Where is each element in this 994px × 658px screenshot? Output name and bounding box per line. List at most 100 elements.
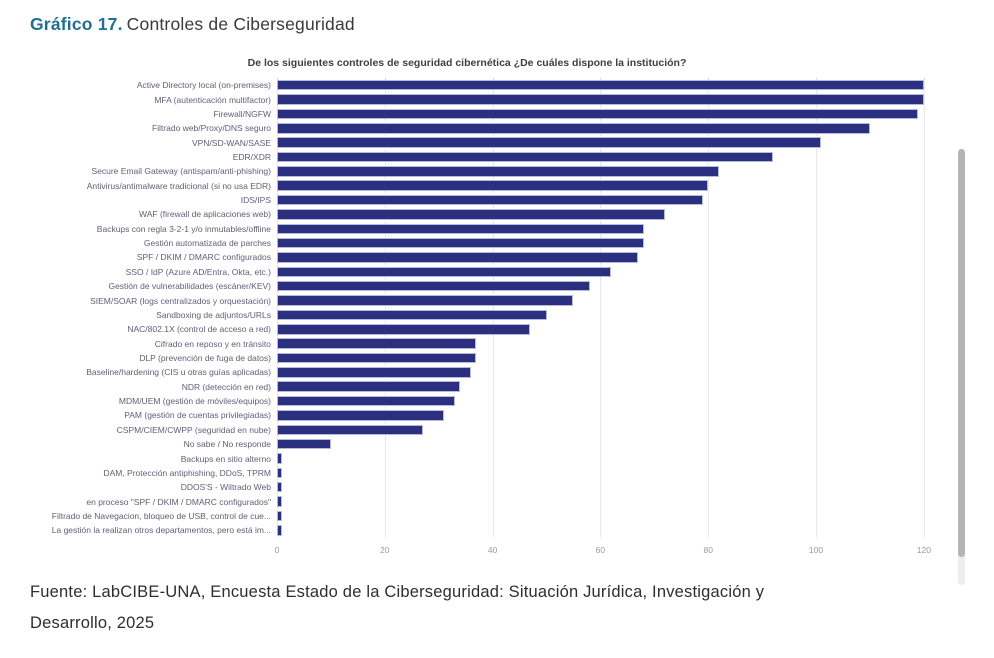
category-label: Filtrado de Navegacion, bloqueo de USB, … — [51, 510, 271, 521]
category-label: No sabe / No responde — [183, 439, 271, 450]
bar[interactable] — [277, 338, 477, 349]
bar-row: DLP (prevención de fuga de datos) — [139, 351, 940, 365]
bar-row: Gestión automatizada de parches — [144, 236, 940, 250]
bar[interactable] — [277, 410, 445, 421]
bar[interactable] — [277, 424, 423, 436]
category-label: IDS/IPS — [240, 195, 271, 206]
bar[interactable] — [277, 395, 455, 407]
page-title-text: Controles de Ciberseguridad — [126, 14, 355, 34]
bar[interactable] — [277, 266, 612, 278]
bar-row: CSPM/CIEM/CWPP (seguridad en nube) — [117, 423, 940, 437]
category-label: Antivirus/antimalware tradicional (si no… — [86, 180, 271, 191]
bar-track — [277, 94, 940, 105]
bar-track — [277, 481, 940, 493]
bar[interactable] — [277, 438, 331, 450]
bar[interactable] — [277, 352, 477, 364]
bar-row: Antivirus/antimalware tradicional (si no… — [87, 179, 940, 193]
bar-row: MFA (autenticación multifactor) — [154, 92, 940, 106]
bar[interactable] — [277, 108, 919, 120]
bar[interactable] — [277, 209, 666, 220]
bar[interactable] — [277, 166, 719, 177]
chart-scrollbar-thumb[interactable] — [958, 149, 965, 557]
bar-track — [277, 280, 940, 292]
bar-track — [277, 166, 940, 177]
bar-row: Cifrado en reposo y en tránsito — [155, 336, 940, 350]
bar-track — [277, 309, 940, 321]
bar[interactable] — [277, 137, 822, 148]
source-note: Fuente: LabCIBE-UNA, Encuesta Estado de … — [30, 577, 964, 639]
bar-row: Backups con regla 3-2-1 y/o inmutables/o… — [97, 222, 940, 236]
category-label: en proceso "SPF / DKIM / DMARC configura… — [86, 496, 271, 507]
x-axis: 0 20 40 60 80 100 120 — [275, 541, 940, 561]
bar[interactable] — [277, 453, 283, 464]
category-label: SIEM/SOAR (logs centralizados y orquesta… — [90, 295, 271, 306]
category-label: DLP (prevención de fuga de datos) — [139, 353, 271, 363]
bar[interactable] — [277, 123, 870, 134]
bar-track — [277, 295, 940, 306]
bar-track — [277, 496, 940, 507]
source-note-line-1: Fuente: LabCIBE-UNA, Encuesta Estado de … — [30, 582, 765, 601]
bar-row: Baseline/hardening (CIS u otras guías ap… — [86, 365, 940, 379]
bar-track — [277, 180, 940, 191]
bar[interactable] — [277, 510, 283, 522]
bar[interactable] — [277, 252, 639, 263]
bar-track — [277, 209, 940, 220]
bar-track — [277, 338, 940, 349]
category-label: Backups con regla 3-2-1 y/o inmutables/o… — [96, 223, 271, 234]
bar[interactable] — [277, 180, 709, 191]
bar-track — [277, 137, 940, 148]
bar-row: Secure Email Gateway (antispam/anti-phis… — [91, 164, 940, 178]
bar[interactable] — [277, 324, 531, 335]
page-title-number: Gráfico 17. — [30, 14, 123, 34]
bar[interactable] — [277, 309, 547, 321]
x-tick-label: 80 — [703, 544, 713, 555]
category-label: MFA (autenticación multifactor) — [154, 94, 271, 105]
bar-track — [277, 324, 940, 335]
bar-row: Sandboxing de adjuntos/URLs — [156, 308, 940, 322]
bar-row: NAC/802.1X (control de acceso a red) — [127, 322, 940, 336]
x-tick-label: 20 — [380, 544, 390, 555]
chart-subtitle: De los siguientes controles de seguridad… — [247, 57, 687, 69]
bar[interactable] — [277, 467, 283, 479]
bar[interactable] — [277, 223, 644, 235]
bar-row: en proceso "SPF / DKIM / DMARC configura… — [86, 494, 940, 508]
category-label: NDR (detección en red) — [181, 381, 271, 392]
bar-row: IDS/IPS — [241, 193, 940, 207]
category-label: Backups en sitio alterno — [180, 453, 271, 464]
bar-track — [277, 467, 940, 479]
bar-row: EDR/XDR — [233, 150, 940, 164]
plot-area: Active Directory local (on-premises) MFA … — [30, 78, 964, 561]
category-label: CSPM/CIEM/CWPP (seguridad en nube) — [116, 424, 271, 435]
category-label: Gestión de vulnerabilidades (escáner/KEV… — [108, 281, 271, 292]
bar[interactable] — [277, 280, 590, 292]
source-note-line-2: Desarrollo, 2025 — [30, 613, 155, 632]
bar-row: Active Directory local (on-premises) — [137, 78, 940, 92]
category-label: Active Directory local (on-premises) — [136, 80, 271, 91]
bar-row: MDM/UEM (gestión de móviles/equipos) — [119, 394, 940, 408]
bar[interactable] — [277, 481, 283, 493]
bar-row: Gestión de vulnerabilidades (escáner/KEV… — [108, 279, 940, 293]
bar[interactable] — [277, 79, 924, 91]
bar[interactable] — [277, 381, 461, 392]
category-label: Cifrado en reposo y en tránsito — [154, 338, 271, 349]
bar[interactable] — [277, 525, 283, 536]
bar-track — [277, 381, 940, 392]
bar-row: NDR (detección en red) — [182, 380, 940, 394]
bar[interactable] — [277, 367, 472, 378]
bar-track — [277, 223, 940, 235]
bar[interactable] — [277, 496, 283, 507]
bar[interactable] — [277, 194, 703, 206]
bar[interactable] — [277, 94, 924, 105]
category-label: NAC/802.1X (control de acceso a red) — [127, 324, 271, 335]
bar-row: DAM, Protección antiphishing, DDoS, TPRM — [103, 466, 940, 480]
category-label: PAM (gestión de cuentas privilegiadas) — [124, 410, 271, 421]
category-label: DAM, Protección antiphishing, DDoS, TPRM — [103, 467, 271, 478]
bar-row: Filtrado web/Proxy/DNS seguro — [152, 121, 940, 135]
bar-row: VPN/SD-WAN/SASE — [192, 135, 940, 149]
chart-scrollbar-track[interactable] — [958, 149, 965, 585]
page-title: Gráfico 17. Controles de Ciberseguridad — [0, 0, 994, 35]
category-label: La gestión la realizan otros departament… — [51, 525, 271, 536]
bar[interactable] — [277, 295, 574, 306]
bar[interactable] — [277, 237, 644, 249]
bar[interactable] — [277, 151, 773, 163]
